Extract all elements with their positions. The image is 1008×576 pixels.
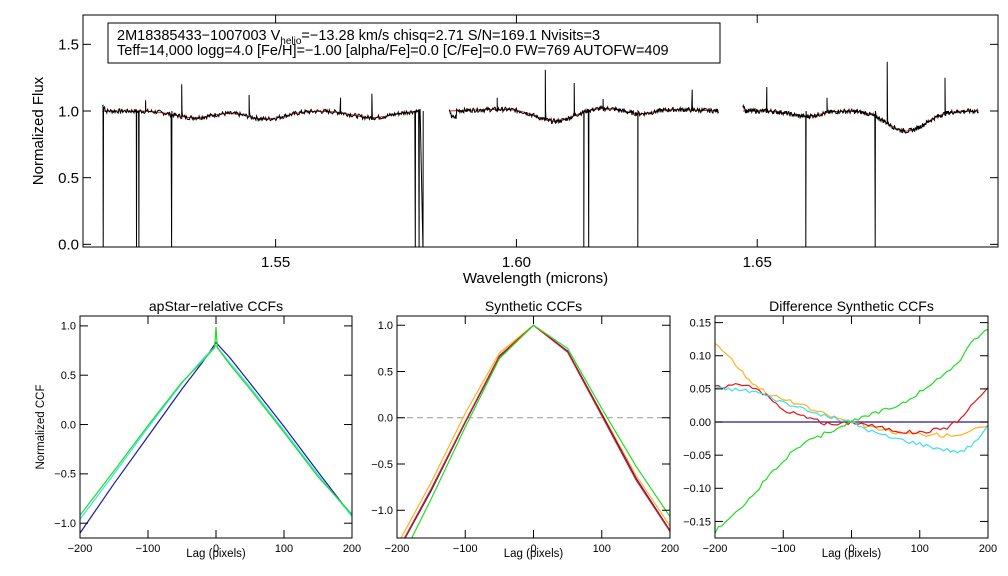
y-tick-label: 0.0	[61, 419, 76, 431]
x-tick-label: 100	[911, 543, 929, 555]
plot-frame	[396, 315, 671, 539]
x-tick-label: −100	[453, 543, 478, 555]
y-axis-label: Normalized CCF	[35, 385, 47, 470]
series-navy	[404, 324, 670, 538]
x-tick-label: −100	[771, 543, 796, 555]
x-tick-label: −200	[703, 543, 728, 555]
x-tick-label: 100	[593, 543, 611, 555]
y-tick-label: 0.0	[58, 237, 79, 254]
observed-spectrum-chip-2	[448, 69, 720, 247]
y-tick-label: 1.0	[61, 321, 76, 333]
x-tick-label: 200	[661, 543, 679, 555]
series-orange	[715, 343, 988, 438]
y-tick-label: 0.5	[61, 370, 76, 382]
y-tick-label: 0.5	[378, 366, 393, 378]
series-green	[411, 324, 670, 538]
difference-ccf-panel: −200 −100 0 100 200 −0.15 −0.10 −0.05 0.00 0.05 0.…	[683, 298, 997, 560]
spectrum-panel: 1.55 1.60 1.65 0.0 0.5 1.0 1.5 Wavelength (micr…	[30, 14, 999, 287]
y-tick-label: 1.5	[58, 37, 79, 54]
x-tick-label: 0	[848, 543, 854, 555]
annotation-part: 2M18385433−1007003	[117, 28, 271, 44]
x-tick-label: −200	[68, 543, 93, 555]
series-cyan	[715, 386, 988, 454]
x-tick-label: 1.55	[261, 254, 290, 271]
annotation-line-2: Teff=14,000 logg=4.0 [Fe/H]=−1.00 [alpha…	[117, 43, 669, 59]
plot-frame	[714, 315, 989, 539]
synthetic-ccf-panel: −200 −100 0 100 200 −1.0 −0.5 0.0 0.5 1.0 Syntheti…	[371, 298, 679, 560]
x-tick-label: 100	[275, 543, 293, 555]
plot-frame	[82, 14, 999, 248]
y-tick-label: −1.0	[371, 505, 393, 517]
observed-spectrum-chip-1	[102, 84, 424, 247]
y-tick-label: −0.15	[683, 516, 711, 528]
ccf-plot-area	[715, 328, 988, 534]
series-orange	[400, 324, 670, 538]
panel-title: Synthetic CCFs	[485, 298, 582, 314]
x-tick-label: 0	[213, 543, 219, 555]
series-visit-1	[80, 341, 352, 534]
apstar-ccf-panel: −200 −100 0 100 200 −1.0 −0.5 0.0 0.5 1.0 apStar−r…	[35, 298, 361, 560]
observed-spectrum-chip-3	[742, 61, 979, 247]
spectrum-plot-area	[102, 61, 979, 247]
annotation-frame	[107, 22, 721, 64]
plot-frame	[79, 315, 353, 539]
series-red	[403, 324, 670, 538]
y-tick-label: 1.0	[58, 103, 79, 120]
x-axis-label: Lag (pixels)	[504, 548, 564, 560]
x-tick-label: 200	[979, 543, 997, 555]
x-axis-label: Lag (pixels)	[186, 548, 246, 560]
y-tick-label: −0.5	[54, 469, 76, 481]
x-tick-label: −100	[136, 543, 161, 555]
annotation-line-1: 2M18385433−1007003 Vhelio=−13.28 km/s ch…	[117, 28, 600, 47]
y-tick-label: 0.00	[690, 417, 711, 429]
y-tick-label: −0.05	[683, 450, 711, 462]
y-tick-label: 0.0	[378, 413, 393, 425]
y-tick-label: −1.0	[54, 518, 76, 530]
series-green	[715, 328, 988, 534]
y-axis-label: Normalized Flux	[30, 76, 47, 185]
x-tick-label: 1.65	[743, 254, 772, 271]
panel-title: Difference Synthetic CCFs	[769, 298, 934, 314]
series-visit-3	[80, 326, 352, 516]
y-tick-label: 0.5	[58, 170, 79, 187]
annotation-part: chisq=2.71 S/N=169.1 Nvisits=3	[393, 28, 600, 44]
y-tick-label: −0.10	[683, 483, 711, 495]
annotation-part: V	[271, 28, 281, 44]
ccf-plot-area	[80, 326, 352, 534]
y-tick-label: −0.5	[371, 459, 393, 471]
series-visit-2	[80, 344, 352, 520]
x-tick-label: 1.60	[502, 254, 531, 271]
panel-title: apStar−relative CCFs	[149, 298, 283, 314]
y-tick-label: 0.10	[690, 351, 711, 363]
y-tick-label: 0.15	[690, 317, 711, 329]
annotation-part: =−13.28 km/s	[301, 28, 393, 44]
y-tick-label: 1.0	[378, 320, 393, 332]
x-tick-label: 0	[530, 543, 536, 555]
x-tick-label: −200	[385, 543, 410, 555]
ccf-plot-area	[397, 324, 670, 538]
annotation-part: helio	[280, 36, 302, 47]
y-tick-label: 0.05	[690, 384, 711, 396]
annotation-box: 2M18385433−1007003 Vhelio=−13.28 km/s ch…	[107, 22, 721, 64]
x-axis-label: Wavelength (microns)	[463, 270, 608, 287]
x-tick-label: 200	[343, 543, 361, 555]
x-axis-label: Lag (pixels)	[822, 548, 882, 560]
